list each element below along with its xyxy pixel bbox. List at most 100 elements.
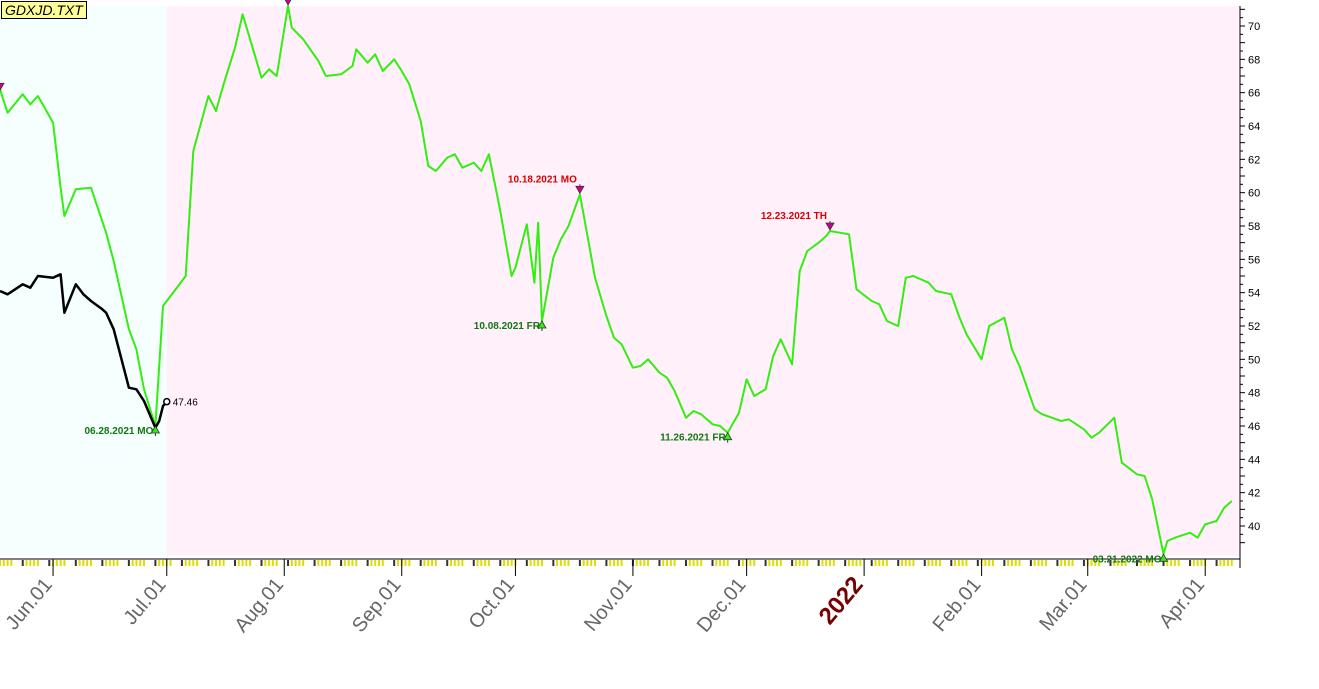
x-day-tick [859, 560, 862, 566]
x-day-tick [904, 560, 907, 566]
series-line-black [0, 273, 168, 429]
x-day-tick [1147, 560, 1150, 566]
x-day-tick [404, 560, 407, 566]
x-day-tick [317, 560, 320, 566]
x-day-tick [669, 560, 672, 566]
x-day-tick [1010, 560, 1013, 566]
x-day-tick [116, 560, 119, 566]
x-day-tick [559, 560, 562, 566]
x-month-label: Jul.01 [119, 574, 170, 629]
x-year-label: 2022 [814, 572, 869, 630]
y-tick-label: 52 [1248, 321, 1260, 333]
y-tick-label: 44 [1248, 454, 1260, 466]
x-day-tick [218, 560, 221, 566]
x-day-tick [302, 560, 305, 566]
x-day-tick [290, 560, 293, 566]
y-tick-label: 60 [1248, 188, 1260, 200]
x-day-tick [427, 560, 430, 566]
x-day-tick [647, 560, 650, 566]
x-day-tick [408, 560, 411, 566]
x-day-tick [237, 560, 240, 566]
x-day-tick [351, 560, 354, 566]
x-day-tick [343, 560, 346, 566]
x-day-tick [476, 560, 479, 566]
x-day-tick [1177, 560, 1180, 566]
x-day-tick [643, 560, 646, 566]
x-day-tick [700, 560, 703, 566]
x-day-tick [658, 560, 661, 566]
x-day-tick [533, 560, 536, 566]
x-day-tick [563, 560, 566, 566]
x-day-tick [1136, 560, 1138, 566]
x-day-tick [419, 560, 422, 566]
x-day-tick [1109, 560, 1112, 566]
x-day-tick [143, 560, 146, 566]
x-day-tick [381, 560, 384, 566]
x-month-label: Dec.01 [693, 574, 751, 637]
x-day-tick [89, 560, 92, 566]
x-day-tick [806, 560, 809, 566]
x-day-tick [965, 560, 968, 566]
x-day-tick [961, 560, 964, 566]
x-day-tick [264, 560, 267, 566]
x-day-tick [112, 560, 115, 566]
x-day-tick [25, 560, 28, 566]
x-day-tick [832, 560, 835, 566]
x-day-tick [885, 560, 888, 566]
x-day-tick [586, 560, 589, 566]
x-day-tick [6, 560, 9, 566]
x-day-tick [772, 560, 775, 566]
high-marker [825, 222, 835, 231]
x-day-tick [431, 560, 434, 566]
x-day-tick [578, 560, 581, 566]
x-day-tick [711, 560, 714, 566]
y-tick-label: 70 [1248, 21, 1260, 33]
x-day-tick [461, 560, 464, 566]
x-day-tick [499, 560, 502, 566]
high-marker [284, 0, 292, 6]
x-month-label: Apr.01 [1155, 574, 1209, 632]
high-annotation-label: 12.23.2021 TH [761, 211, 827, 222]
x-day-tick [878, 560, 881, 566]
x-day-tick [688, 560, 691, 566]
x-day-tick [74, 560, 77, 566]
x-day-tick [180, 560, 183, 566]
x-day-tick [1124, 560, 1127, 566]
x-day-tick [328, 560, 331, 566]
x-day-tick [393, 560, 396, 566]
x-day-tick [1139, 560, 1142, 566]
high-annotation-label: 10.18.2021 MO [508, 174, 577, 185]
x-day-tick [935, 560, 938, 566]
x-day-tick [1143, 560, 1146, 566]
x-day-tick [434, 560, 437, 566]
y-tick-label: 56 [1248, 254, 1260, 266]
x-day-tick [446, 560, 449, 566]
x-day-tick [313, 560, 316, 566]
low-annotation-label: 03.21.2022 MO [1093, 554, 1162, 565]
x-day-tick [726, 560, 729, 566]
x-day-tick [912, 560, 915, 566]
x-day-tick [154, 560, 157, 566]
x-day-tick [82, 560, 85, 566]
x-month-label: Mar.01 [1035, 574, 1091, 635]
x-day-tick [1219, 560, 1222, 566]
x-day-tick [506, 560, 509, 566]
x-day-tick [768, 560, 771, 566]
x-day-tick [135, 560, 138, 566]
x-day-tick [540, 560, 543, 566]
plot-background-left [0, 6, 167, 556]
x-day-tick [48, 560, 51, 566]
low-marker [150, 425, 161, 434]
y-tick-label: 66 [1248, 88, 1260, 100]
x-day-tick [567, 560, 570, 566]
x-day-tick [525, 560, 528, 566]
high-marker [575, 185, 585, 195]
y-tick-label: 42 [1248, 488, 1260, 500]
x-day-tick [798, 560, 801, 566]
x-day-tick [78, 560, 81, 566]
x-day-tick [63, 560, 66, 566]
plot-background-right [166, 6, 1240, 556]
x-day-tick [510, 560, 513, 566]
x-day-tick [21, 560, 24, 566]
